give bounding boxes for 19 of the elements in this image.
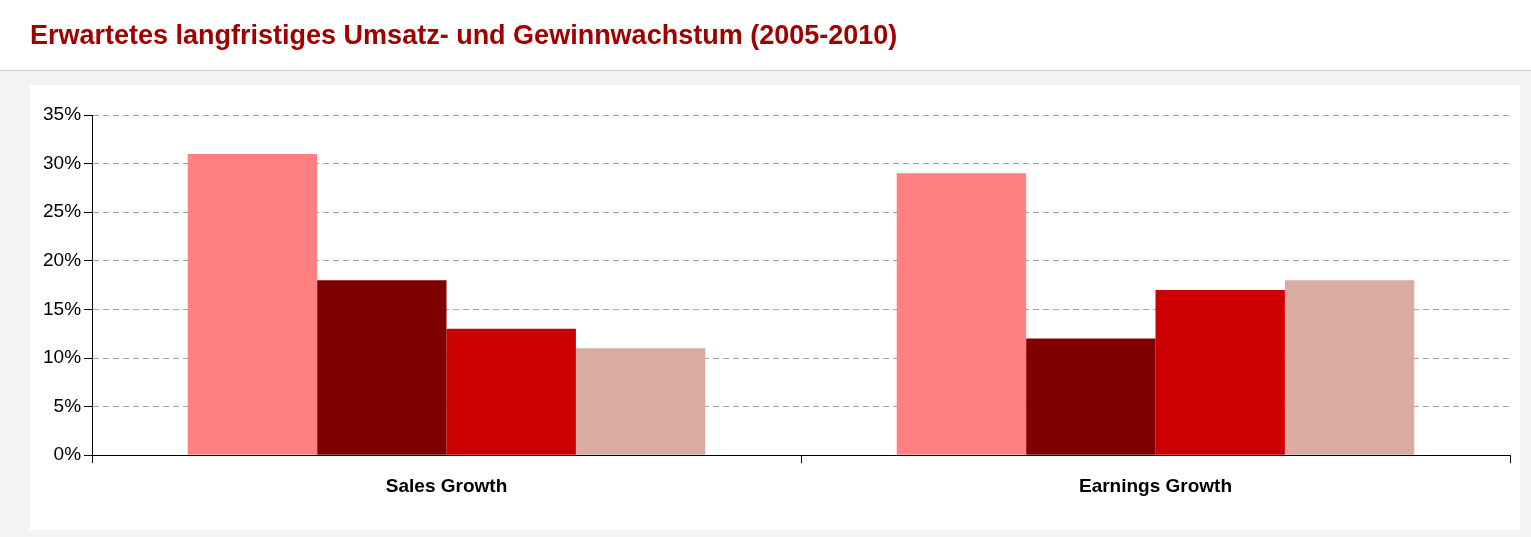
bar xyxy=(1026,338,1156,455)
x-tick-label: Earnings Growth xyxy=(1078,474,1233,496)
bar xyxy=(575,348,706,455)
bar xyxy=(446,328,576,455)
y-tick-label: 25% xyxy=(43,200,82,222)
chart-title: Erwartetes langfristiges Umsatz- und Gewinnwachstum (2005-2010) xyxy=(30,20,898,51)
y-tick-label: 15% xyxy=(43,297,82,319)
y-tick-label: 35% xyxy=(43,103,82,125)
x-tick-label: Sales Growth xyxy=(385,474,508,496)
bar xyxy=(1284,280,1415,455)
y-tick-label: 30% xyxy=(43,151,82,173)
bar xyxy=(896,173,1027,455)
bar xyxy=(317,280,447,455)
y-tick-label: 0% xyxy=(53,443,82,465)
bar xyxy=(187,153,318,455)
bar xyxy=(1155,289,1285,455)
y-tick-label: 5% xyxy=(53,394,82,416)
y-tick-label: 10% xyxy=(43,346,82,368)
y-tick-label: 20% xyxy=(43,249,82,271)
